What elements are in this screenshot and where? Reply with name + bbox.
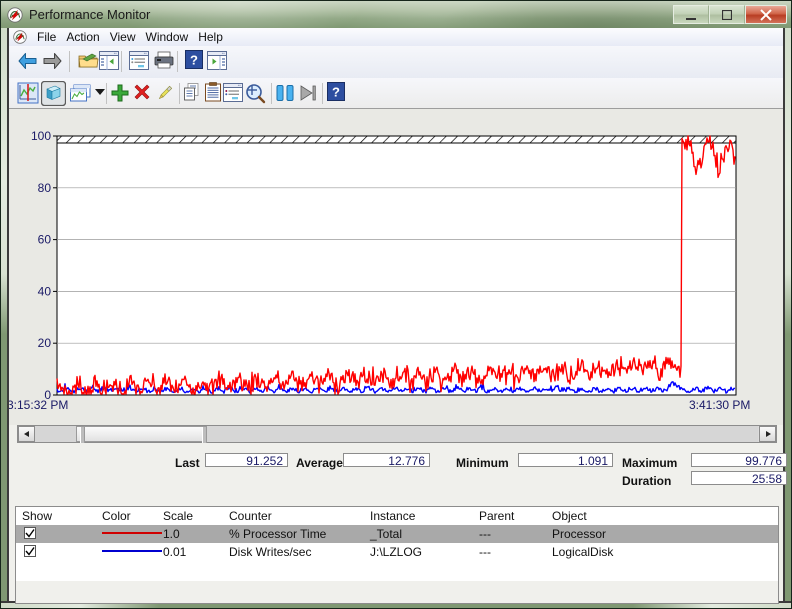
svg-text:100: 100 bbox=[31, 129, 51, 143]
svg-text:?: ? bbox=[190, 53, 198, 68]
svg-text:3:15:32 PM: 3:15:32 PM bbox=[9, 398, 68, 412]
svg-text:40: 40 bbox=[38, 284, 52, 298]
svg-text:3:41:30 PM: 3:41:30 PM bbox=[689, 398, 750, 412]
svg-text:20: 20 bbox=[38, 336, 52, 350]
svg-text:?: ? bbox=[332, 85, 340, 100]
svg-text:60: 60 bbox=[38, 233, 52, 247]
svg-text:80: 80 bbox=[38, 181, 52, 195]
